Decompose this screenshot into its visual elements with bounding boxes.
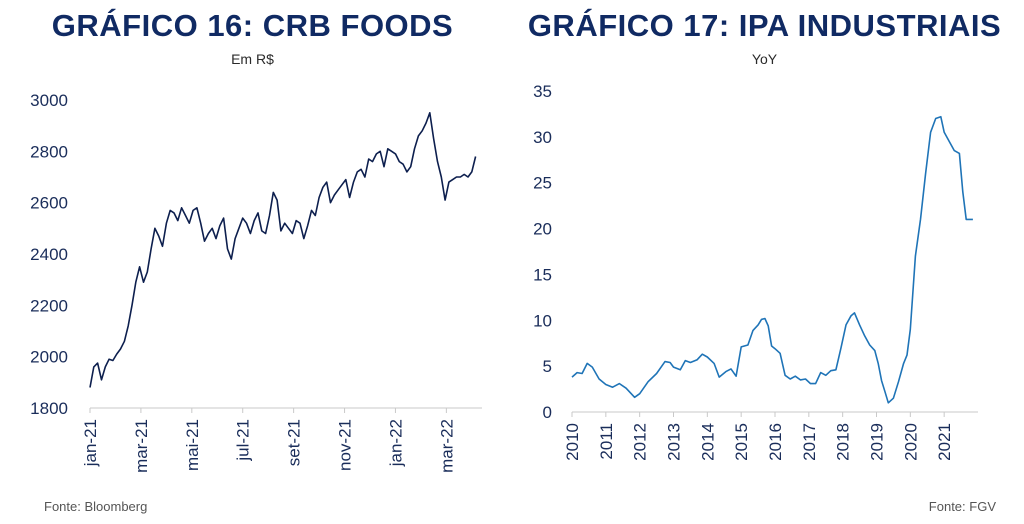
crb-foods-x-tick-label: set-21 — [285, 419, 304, 466]
ipa-industriais-x-tick-label: 2018 — [834, 423, 853, 461]
ipa-industriais-x-tick-label: 2015 — [732, 423, 751, 461]
ipa-industriais-x-tick-label: 2014 — [698, 423, 717, 461]
ipa-industriais-y-tick-label: 25 — [533, 174, 552, 193]
right-chart-source: Fonte: FGV — [928, 499, 996, 514]
right-chart-title: GRÁFICO 17: IPA INDUSTRIAIS — [527, 8, 1002, 43]
ipa-industriais-y-tick-label: 5 — [543, 357, 552, 376]
crb-foods-y-tick-label: 3000 — [30, 91, 68, 110]
ipa-industriais-x-tick-label: 2017 — [800, 423, 819, 461]
ipa-industriais-x-tick-label: 2012 — [631, 423, 650, 461]
ipa-industriais-y-tick-label: 20 — [533, 220, 552, 239]
crb-foods-y-tick-label: 1800 — [30, 399, 68, 418]
ipa-industriais-x-tick-label: 2021 — [935, 423, 954, 461]
crb-foods-y-tick-label: 2000 — [30, 348, 68, 367]
ipa-industriais-series-line — [571, 115, 973, 404]
ipa-industriais-x-tick-label: 2010 — [563, 423, 582, 461]
ipa-industriais-y-tick-label: 30 — [533, 128, 552, 147]
ipa-industriais-y-tick-label: 35 — [533, 82, 552, 101]
crb-foods-y-tick-label: 2600 — [30, 194, 68, 213]
crb-foods-x-tick-label: mai-21 — [183, 419, 202, 471]
ipa-industriais-x-tick-label: 2011 — [597, 423, 616, 460]
left-chart-title: GRÁFICO 16: CRB FOODS — [51, 8, 454, 43]
crb-foods-x-tick-label: jul-21 — [234, 419, 253, 462]
left-chart-source: Fonte: Bloomberg — [44, 499, 148, 514]
crb-foods-x-tick-label: mar-21 — [132, 419, 151, 473]
ipa-industriais-x-tick-label: 2019 — [868, 423, 887, 461]
crb-foods-y-tick-label: 2400 — [30, 245, 68, 264]
ipa-industriais-y-tick-label: 10 — [533, 311, 552, 330]
crb-foods-series-line — [89, 112, 477, 388]
crb-foods-y-tick-label: 2800 — [30, 142, 68, 161]
right-chart: 0 5 10 15 20 25 30 35 2010 2011 2012 2013 2014 2015 20… — [533, 82, 978, 461]
ipa-industriais-x-tick-label: 2016 — [766, 423, 785, 461]
crb-foods-y-tick-label: 2200 — [30, 296, 68, 315]
crb-foods-x-tick-label: jan-21 — [81, 419, 100, 467]
left-chart: 1800 2000 2200 2400 2600 2800 3000 jan-21 mar-21… — [30, 91, 482, 473]
ipa-industriais-y-tick-label: 0 — [543, 403, 552, 422]
crb-foods-x-tick-label: nov-21 — [336, 419, 355, 471]
right-chart-subtitle: YoY — [751, 51, 778, 67]
left-chart-subtitle: Em R$ — [231, 51, 274, 67]
ipa-industriais-x-tick-label: 2013 — [665, 423, 684, 461]
ipa-industriais-y-tick-label: 15 — [533, 265, 552, 284]
ipa-industriais-x-tick-label: 2020 — [901, 423, 920, 461]
crb-foods-x-tick-label: jan-22 — [386, 419, 405, 467]
crb-foods-x-tick-label: mar-22 — [437, 419, 456, 473]
